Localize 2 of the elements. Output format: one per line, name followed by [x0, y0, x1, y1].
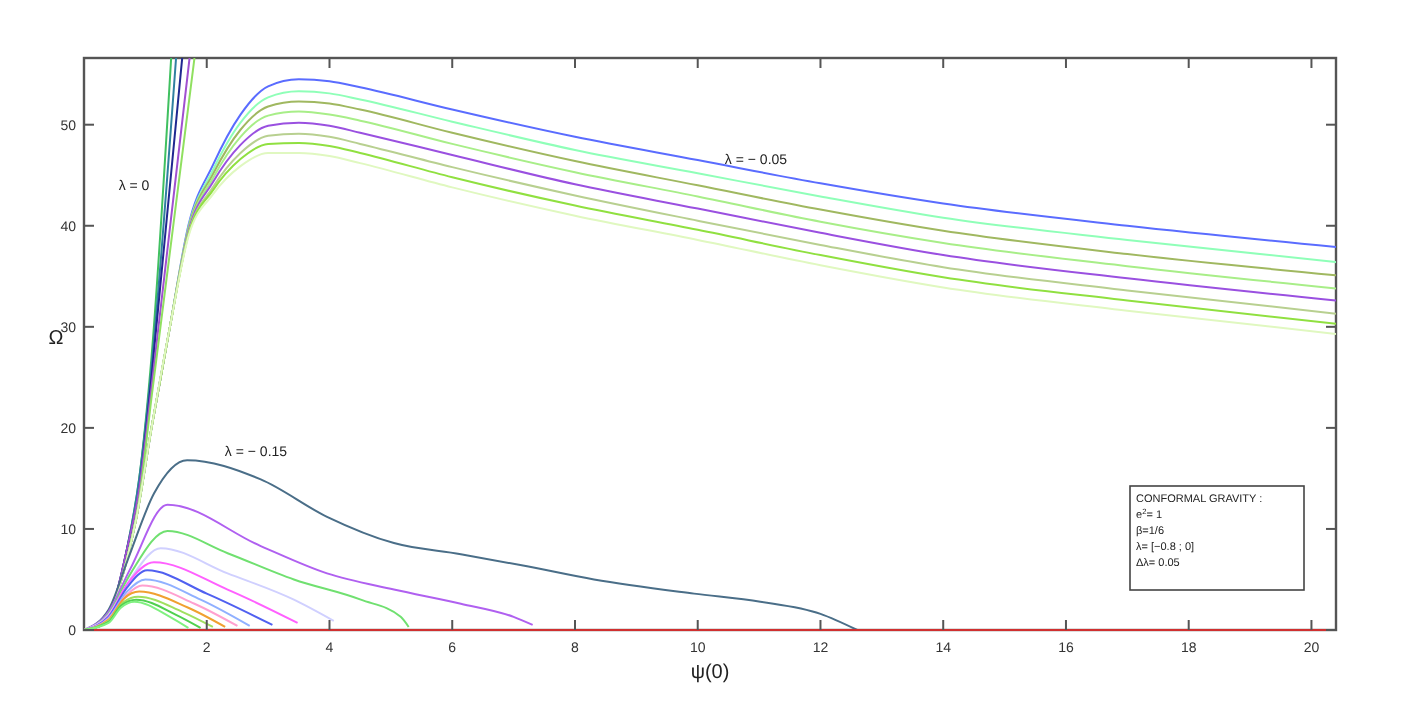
y-axis-title: Ω	[48, 328, 65, 350]
x-axis-title: ψ(0)	[690, 662, 730, 684]
